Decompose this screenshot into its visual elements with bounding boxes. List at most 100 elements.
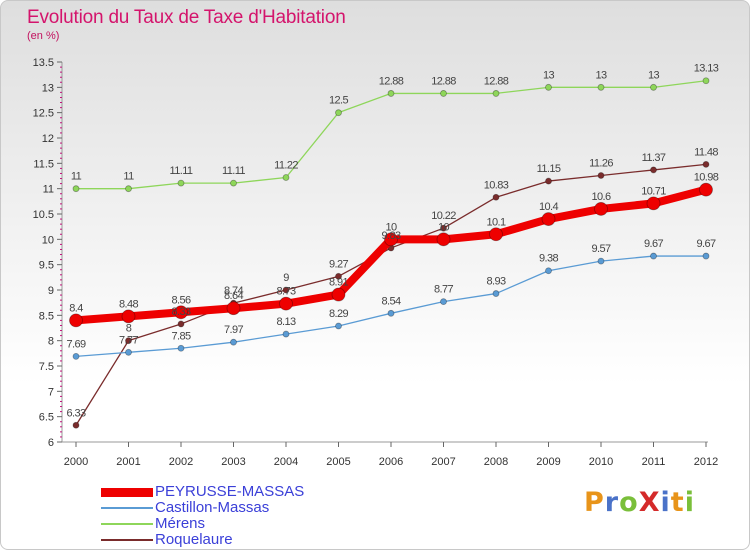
data-label: 9.83 <box>381 230 400 242</box>
data-point <box>72 352 80 360</box>
x-tick-label: 2000 <box>64 456 88 468</box>
data-point <box>282 330 290 338</box>
unit-label: (en %) <box>27 30 60 42</box>
data-label: 10 <box>438 221 450 233</box>
data-point <box>699 182 713 197</box>
proxiti-logo: ProXiti <box>584 487 695 518</box>
data-label: 7.85 <box>171 330 190 342</box>
data-point <box>440 298 447 306</box>
data-point <box>230 179 237 187</box>
data-point <box>174 305 188 320</box>
y-tick-label: 12.5 <box>33 108 54 120</box>
data-point <box>702 160 710 168</box>
data-point <box>492 193 500 201</box>
data-point <box>594 202 608 216</box>
data-label: 13 <box>595 69 607 81</box>
data-label: 8.93 <box>486 276 505 288</box>
y-tick-label: 13 <box>42 82 54 94</box>
data-label: 8.64 <box>224 290 243 302</box>
y-tick-label: 11.5 <box>33 158 54 170</box>
data-point <box>125 185 132 193</box>
y-tick-label: 13.5 <box>33 57 54 69</box>
data-label: 9.38 <box>539 253 558 265</box>
data-label: 10.1 <box>486 216 505 228</box>
legend-swatch <box>101 539 153 541</box>
data-point <box>545 267 552 275</box>
data-point <box>650 252 657 260</box>
chart-title: Evolution du Taux de Taxe d'Habitation <box>27 7 346 28</box>
y-tick-label: 6 <box>48 437 54 449</box>
data-point <box>177 344 185 352</box>
data-label: 13 <box>648 69 660 81</box>
data-point <box>702 77 710 85</box>
y-tick-label: 8.5 <box>39 310 54 322</box>
x-tick-label: 2002 <box>169 456 193 468</box>
data-point <box>440 224 447 232</box>
data-point <box>121 309 136 324</box>
legend-label: Mérens <box>155 515 206 532</box>
data-label: 8.13 <box>276 316 295 328</box>
data-point <box>492 290 500 297</box>
data-label: 8.4 <box>69 302 83 314</box>
data-point <box>650 166 657 174</box>
data-point <box>226 301 241 316</box>
data-point <box>489 227 503 242</box>
data-label: 10.6 <box>591 191 610 203</box>
data-point <box>177 179 185 187</box>
logo-letter: i <box>684 487 695 518</box>
y-tick-label: 12 <box>42 133 54 145</box>
data-label: 10.22 <box>431 210 456 222</box>
data-point <box>177 320 185 328</box>
data-point <box>282 286 290 294</box>
data-label: 11.22 <box>274 160 298 172</box>
x-tick-label: 2003 <box>221 456 245 468</box>
legend-label: Roquelaure <box>155 531 233 548</box>
data-point <box>335 272 342 280</box>
logo-letter: X <box>638 487 661 518</box>
data-label: 11.37 <box>642 152 666 164</box>
data-point <box>279 296 293 311</box>
data-label: 10 <box>385 221 397 233</box>
data-label: 8.91 <box>329 277 348 289</box>
data-label: 11 <box>71 171 82 183</box>
data-label: 11.11 <box>170 165 193 177</box>
data-point <box>125 348 132 356</box>
x-tick-label: 2004 <box>274 456 298 468</box>
legend-swatch <box>101 487 153 497</box>
data-label: 9.27 <box>329 258 348 270</box>
data-point <box>646 196 661 211</box>
data-point <box>230 338 237 346</box>
x-tick-label: 2011 <box>642 456 666 468</box>
data-point <box>545 177 552 185</box>
data-label: 10.4 <box>539 201 558 213</box>
data-label: 9.67 <box>644 238 663 250</box>
data-point <box>492 90 500 97</box>
data-point <box>597 172 605 179</box>
data-label: 8.73 <box>276 286 295 298</box>
logo-letter: i <box>660 487 671 518</box>
data-label: 8.56 <box>171 294 190 306</box>
data-point <box>387 90 395 97</box>
data-point <box>597 83 605 91</box>
data-label: 11.15 <box>537 163 561 175</box>
data-label: 7.77 <box>119 334 138 346</box>
y-tick-label: 10 <box>42 234 54 246</box>
data-label: 12.88 <box>379 75 404 87</box>
data-label: 12.88 <box>431 75 456 87</box>
data-label: 7.97 <box>224 324 243 336</box>
data-label: 11.48 <box>694 146 718 158</box>
data-label: 10.83 <box>484 179 509 191</box>
y-tick-label: 10.5 <box>33 209 54 221</box>
legend-swatch <box>101 523 153 525</box>
data-point <box>387 309 395 317</box>
legend-label: Castillon-Massas <box>155 499 270 516</box>
y-tick-label: 9 <box>48 285 54 297</box>
y-tick-label: 11 <box>43 184 54 196</box>
data-label: 9.67 <box>696 238 715 250</box>
data-point <box>125 337 132 345</box>
legend-label: PEYRUSSE-MASSAS <box>155 483 305 500</box>
data-point <box>335 109 342 117</box>
data-label: 11.26 <box>589 157 613 169</box>
